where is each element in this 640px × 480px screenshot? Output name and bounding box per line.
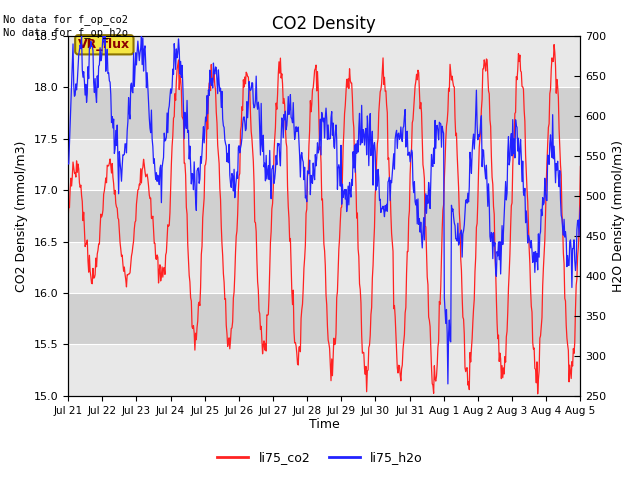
li75_h2o <box>179 81 187 87</box>
li75_co2 <box>74 169 81 175</box>
Bar <box>68 293 580 345</box>
li75_co2 <box>534 391 541 396</box>
li75_co2 <box>387 187 394 193</box>
li75_h2o <box>387 178 395 183</box>
Legend: li75_co2, li75_h2o: li75_co2, li75_h2o <box>212 446 428 469</box>
li75_co2 <box>178 114 186 120</box>
Bar <box>68 190 580 241</box>
Text: No data for f_op_co2
No data for f_op_h2o: No data for f_op_co2 No data for f_op_h2… <box>3 14 128 38</box>
Bar <box>68 87 580 139</box>
li75_h2o <box>77 33 85 39</box>
Bar <box>68 139 580 190</box>
li75_h2o <box>444 381 452 387</box>
Text: VR_flux: VR_flux <box>78 38 131 51</box>
Bar <box>68 345 580 396</box>
li75_h2o <box>402 144 410 150</box>
li75_co2 <box>126 270 134 276</box>
li75_h2o <box>206 67 214 73</box>
Bar <box>68 241 580 293</box>
X-axis label: Time: Time <box>309 419 340 432</box>
Y-axis label: H2O Density (mmol/m3): H2O Density (mmol/m3) <box>612 140 625 292</box>
Bar <box>68 36 580 87</box>
li75_co2 <box>577 164 584 169</box>
li75_h2o <box>74 79 81 84</box>
li75_co2 <box>205 81 213 86</box>
li75_h2o <box>577 203 584 209</box>
Line: li75_co2: li75_co2 <box>68 45 580 394</box>
li75_co2 <box>401 310 409 316</box>
Title: CO2 Density: CO2 Density <box>273 15 376 33</box>
li75_co2 <box>550 42 558 48</box>
li75_h2o <box>127 82 134 88</box>
li75_co2 <box>64 218 72 224</box>
Line: li75_h2o: li75_h2o <box>68 36 580 384</box>
li75_h2o <box>64 161 72 167</box>
Y-axis label: CO2 Density (mmol/m3): CO2 Density (mmol/m3) <box>15 140 28 292</box>
